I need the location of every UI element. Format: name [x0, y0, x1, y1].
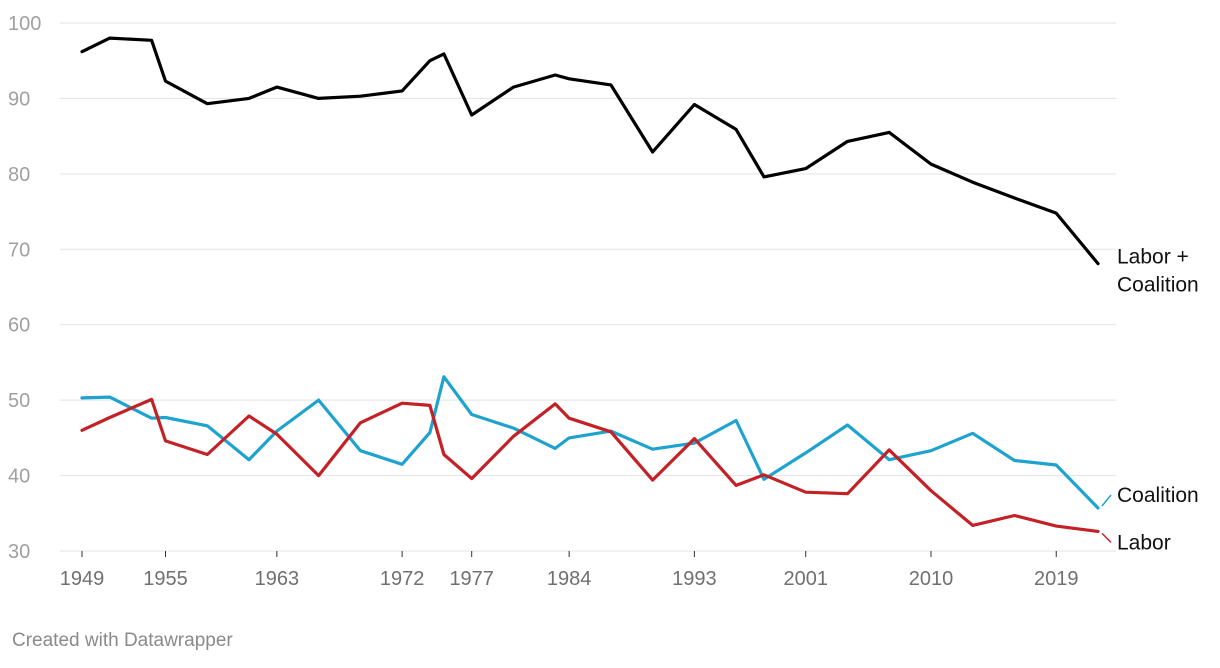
series-label-labor: Labor	[1117, 531, 1171, 554]
x-tick-label-1955: 1955	[143, 568, 188, 590]
y-tick-label-90: 90	[8, 88, 30, 110]
series-labels: Labor + Coalition Coalition Labor	[1101, 246, 1199, 554]
y-tick-label-50: 50	[8, 390, 30, 412]
y-tick-label-70: 70	[8, 239, 30, 261]
y-tick-label-80: 80	[8, 164, 30, 186]
credit-text: Created with Datawrapper	[12, 630, 233, 651]
y-axis-ticks: 30 40 50 60 70 80 90 100	[8, 13, 41, 563]
x-tick-label-1972: 1972	[380, 568, 425, 590]
x-tick-label-1984: 1984	[547, 568, 592, 590]
y-tick-label-100: 100	[8, 13, 41, 35]
series-label-coalition: Coalition	[1117, 484, 1199, 507]
x-tick-label-1949: 1949	[60, 568, 105, 590]
series-label-labor-coalition: Labor + Coalition	[1117, 246, 1199, 297]
series-lines	[80, 36, 1100, 534]
gridlines	[60, 22, 1116, 552]
label-connector-coalition	[1101, 494, 1112, 507]
x-tick-label-1977: 1977	[449, 568, 494, 590]
y-tick-label-30: 30	[8, 541, 30, 563]
x-tick-label-2010: 2010	[909, 568, 954, 590]
y-tick-label-40: 40	[8, 466, 30, 488]
series-line-coalition	[80, 375, 1100, 510]
x-tick-label-1993: 1993	[672, 568, 717, 590]
series-line-labor-coalition	[80, 36, 1100, 266]
x-tick-label-2001: 2001	[783, 568, 828, 590]
series-line-labor	[80, 397, 1100, 534]
x-tick-label-1963: 1963	[255, 568, 300, 590]
x-tick-label-2019: 2019	[1034, 568, 1079, 590]
label-connector-labor	[1101, 532, 1112, 543]
x-axis-ticks: 1949 1955 1963 1972 1977 1984 1993 2001 2010 2019	[60, 551, 1079, 590]
y-tick-label-60: 60	[8, 315, 30, 337]
